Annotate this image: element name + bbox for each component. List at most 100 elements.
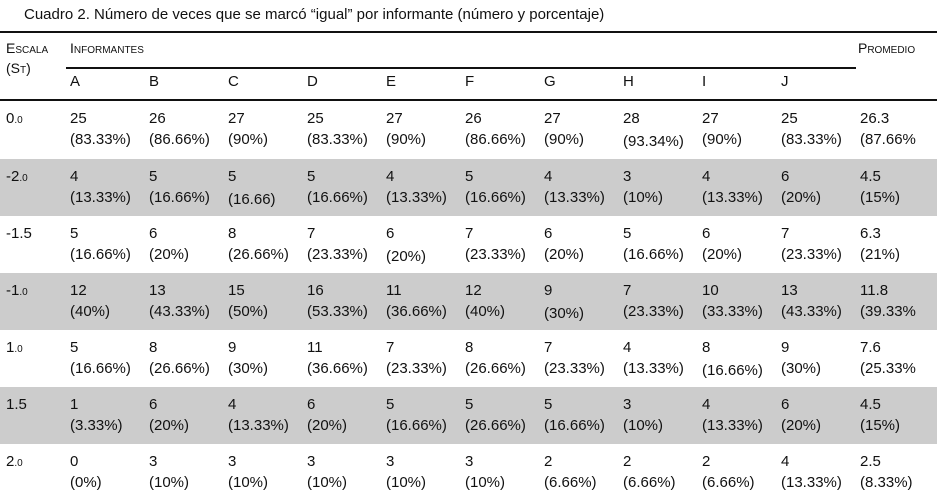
cell-percentage: (40%) bbox=[70, 303, 111, 320]
data-cell: 4 (13.33%) bbox=[623, 337, 684, 379]
promedio-cell: 26.3 (87.66% bbox=[860, 108, 916, 150]
cell-percentage: (83.33%) bbox=[307, 131, 368, 148]
informantes-rule bbox=[66, 67, 856, 69]
header-st: (St) bbox=[6, 60, 31, 76]
scale-value-decimal: .0 bbox=[14, 344, 23, 355]
cell-percentage: (23.33%) bbox=[465, 246, 526, 263]
table-row: -1.5 5 (16.66%) 6 (20%) 8 (26.66%) 7 (23.33%) 6 (2… bbox=[0, 216, 937, 273]
cell-count: 5 bbox=[307, 168, 316, 185]
cell-count: 11.8 bbox=[860, 282, 889, 299]
cell-count: 7 bbox=[465, 225, 474, 242]
data-cell: 6 (20%) bbox=[781, 166, 821, 208]
cell-count: 27 bbox=[544, 110, 561, 127]
cell-count: 5 bbox=[228, 168, 237, 185]
table-row: -2.0 4 (13.33%) 5 (16.66%) 5 (16.66) 5 (16.66%) 4… bbox=[0, 159, 937, 216]
cell-percentage: (20%) bbox=[781, 417, 822, 434]
cell-count: 9 bbox=[781, 339, 790, 356]
scale-value: 2.0 bbox=[6, 451, 23, 474]
column-header-e: E bbox=[386, 73, 397, 90]
data-cell: 4 (13.33%) bbox=[781, 451, 842, 493]
data-cell: 1 (3.33%) bbox=[70, 394, 123, 436]
cell-count: 16 bbox=[307, 282, 324, 299]
cell-percentage: (15%) bbox=[860, 417, 901, 434]
cell-percentage: (13.33%) bbox=[702, 417, 763, 434]
data-cell: 8 (16.66%) bbox=[702, 337, 763, 379]
cell-percentage: (43.33%) bbox=[149, 303, 210, 320]
cell-count: 25 bbox=[70, 110, 87, 127]
data-cell: 5 (16.66) bbox=[228, 166, 276, 208]
cell-percentage: (10%) bbox=[228, 474, 269, 491]
cell-count: 26 bbox=[465, 110, 482, 127]
cell-percentage: (90%) bbox=[386, 131, 427, 148]
cell-percentage: (10%) bbox=[623, 189, 664, 206]
data-cell: 4 (13.33%) bbox=[228, 394, 289, 436]
cell-count: 4 bbox=[702, 168, 711, 185]
data-cell: 3 (10%) bbox=[623, 166, 663, 208]
cell-count: 15 bbox=[228, 282, 245, 299]
promedio-cell: 11.8 (39.33% bbox=[860, 280, 916, 322]
cell-count: 12 bbox=[465, 282, 482, 299]
cell-count: 2.5 bbox=[860, 453, 881, 470]
cell-percentage: (30%) bbox=[544, 305, 585, 322]
data-cell: 27 (90%) bbox=[702, 108, 742, 150]
cell-percentage: (20%) bbox=[386, 248, 427, 265]
cell-percentage: (13.33%) bbox=[623, 360, 684, 377]
cell-percentage: (13.33%) bbox=[386, 189, 447, 206]
cell-count: 7 bbox=[544, 339, 553, 356]
scale-value-decimal: .0 bbox=[14, 458, 23, 469]
scale-value: -1.5 bbox=[6, 223, 32, 246]
cell-count: 6 bbox=[781, 168, 790, 185]
cell-count: 5 bbox=[465, 168, 474, 185]
cell-percentage: (90%) bbox=[702, 131, 743, 148]
cell-percentage: (10%) bbox=[623, 417, 664, 434]
data-cell: 5 (16.66%) bbox=[544, 394, 605, 436]
cell-percentage: (83.33%) bbox=[70, 131, 131, 148]
cell-count: 7 bbox=[781, 225, 790, 242]
cell-percentage: (16.66) bbox=[228, 191, 276, 208]
cell-count: 6 bbox=[386, 225, 395, 242]
cell-percentage: (23.33%) bbox=[544, 360, 605, 377]
cell-count: 25 bbox=[781, 110, 798, 127]
table-row: -1.0 12 (40%) 13 (43.33%) 15 (50%) 16 (53.33%) 11… bbox=[0, 273, 937, 330]
data-cell: 16 (53.33%) bbox=[307, 280, 368, 322]
cell-percentage: (39.33% bbox=[860, 303, 916, 320]
column-header-h: H bbox=[623, 73, 634, 90]
data-cell: 3 (10%) bbox=[307, 451, 347, 493]
cell-count: 4.5 bbox=[860, 168, 881, 185]
scale-value-decimal: .0 bbox=[19, 173, 28, 184]
cell-percentage: (86.66%) bbox=[465, 131, 526, 148]
cell-count: 4 bbox=[623, 339, 632, 356]
data-cell: 8 (26.66%) bbox=[149, 337, 210, 379]
cell-percentage: (13.33%) bbox=[702, 189, 763, 206]
cell-count: 4.5 bbox=[860, 396, 881, 413]
cell-count: 28 bbox=[623, 110, 640, 127]
cell-count: 3 bbox=[623, 396, 632, 413]
cell-percentage: (16.66%) bbox=[307, 189, 368, 206]
cell-count: 9 bbox=[228, 339, 237, 356]
table-row: 2.0 0 (0%) 3 (10%) 3 (10%) 3 (10%) 3 (10%) 3 (10%) 2(… bbox=[0, 444, 937, 501]
cell-percentage: (16.66%) bbox=[465, 189, 526, 206]
cell-count: 0 bbox=[70, 453, 79, 470]
cell-count: 9 bbox=[544, 282, 553, 299]
cell-count: 7 bbox=[386, 339, 395, 356]
data-cell: 6 (20%) bbox=[307, 394, 347, 436]
cell-count: 6 bbox=[781, 396, 790, 413]
data-cell: 3 (10%) bbox=[149, 451, 189, 493]
data-cell: 5 (16.66%) bbox=[149, 166, 210, 208]
promedio-cell: 4.5 (15%) bbox=[860, 394, 900, 436]
scale-value-integer: 1.5 bbox=[6, 396, 27, 413]
cell-percentage: (13.33%) bbox=[781, 474, 842, 491]
cell-count: 25 bbox=[307, 110, 324, 127]
cell-percentage: (53.33%) bbox=[307, 303, 368, 320]
cell-percentage: (23.33%) bbox=[307, 246, 368, 263]
cell-percentage: (33.33%) bbox=[702, 303, 763, 320]
cell-percentage: (13.33%) bbox=[70, 189, 131, 206]
data-cell: 10 (33.33%) bbox=[702, 280, 763, 322]
cell-count: 4 bbox=[228, 396, 237, 413]
data-cell: 26 (86.66%) bbox=[149, 108, 210, 150]
data-cell: 8 (26.66%) bbox=[465, 337, 526, 379]
scale-value-integer: 2 bbox=[6, 453, 15, 470]
cell-count: 4 bbox=[702, 396, 711, 413]
cell-percentage: (23.33%) bbox=[781, 246, 842, 263]
scale-value-integer: 1 bbox=[6, 339, 15, 356]
